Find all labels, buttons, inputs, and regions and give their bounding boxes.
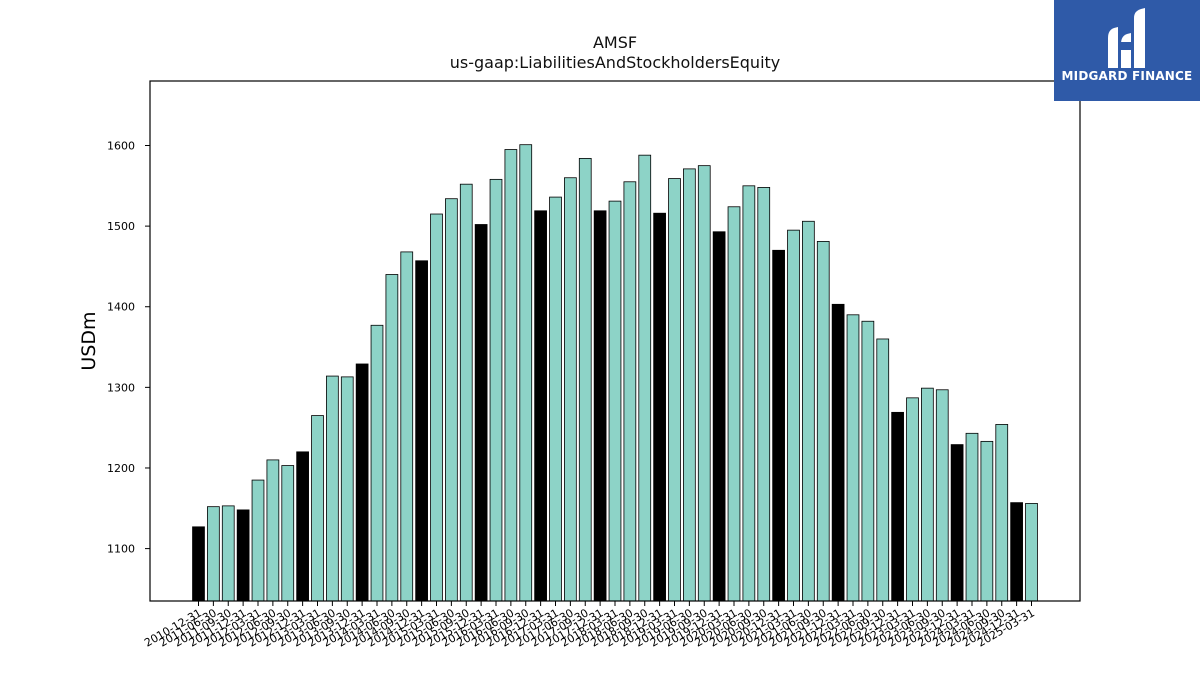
bar	[266, 459, 280, 602]
bar	[564, 177, 577, 602]
bar	[802, 220, 815, 602]
bar	[712, 231, 726, 602]
bar	[593, 210, 607, 602]
bar	[935, 389, 949, 602]
bar	[489, 178, 503, 602]
y-tick-label: 1600	[107, 139, 135, 152]
bar	[326, 375, 339, 602]
chart-title: AMSF	[592, 33, 638, 52]
bar	[980, 440, 994, 602]
bar	[757, 187, 771, 602]
bar	[311, 415, 324, 602]
chart-subtitle: us-gaap:LiabilitiesAndStockholdersEquity	[449, 53, 781, 72]
bar	[995, 424, 1009, 602]
bar	[251, 479, 265, 602]
bar	[683, 168, 696, 602]
bar	[638, 154, 652, 602]
bar	[385, 274, 399, 602]
y-tick-label: 1400	[107, 301, 135, 314]
bar	[430, 213, 443, 602]
bar	[534, 210, 547, 602]
y-tick-label: 1200	[107, 462, 135, 475]
bar	[846, 314, 860, 602]
bar	[668, 178, 681, 602]
bar	[192, 526, 205, 602]
bar	[415, 260, 428, 602]
bar	[296, 451, 309, 602]
bar	[445, 198, 458, 602]
bar	[727, 206, 741, 602]
bar	[1025, 503, 1038, 602]
bar	[340, 376, 354, 602]
bar	[950, 444, 964, 602]
bar	[906, 397, 919, 602]
brand-mark-icon	[1108, 8, 1145, 68]
bar	[742, 185, 756, 602]
y-tick-label: 1100	[107, 543, 135, 556]
bar	[1010, 502, 1023, 602]
y-tick-label: 1300	[107, 381, 135, 394]
bar	[221, 505, 235, 602]
brand-logo-text: MIDGARD FINANCE	[1061, 69, 1193, 83]
bar	[400, 251, 414, 602]
bar	[876, 338, 890, 602]
bar	[831, 303, 845, 602]
bar	[578, 157, 592, 602]
y-axis-label: USDm	[78, 311, 100, 370]
bar	[459, 183, 473, 602]
bar	[519, 144, 533, 602]
bar	[816, 241, 830, 602]
bar	[549, 196, 562, 602]
bar	[281, 465, 295, 602]
bar	[772, 249, 785, 602]
y-tick-label: 1500	[107, 220, 135, 233]
bar	[623, 181, 637, 602]
bar	[787, 229, 800, 602]
bar	[861, 320, 875, 602]
bar	[370, 324, 384, 602]
bar	[653, 212, 666, 602]
bar	[236, 509, 250, 602]
bar	[608, 200, 622, 602]
bar	[891, 411, 904, 602]
bar	[474, 224, 488, 602]
bar	[207, 506, 220, 602]
brand-logo: MIDGARD FINANCE	[1054, 0, 1200, 101]
bar	[965, 432, 979, 602]
bar	[921, 387, 934, 602]
bar	[355, 363, 369, 602]
bar	[697, 165, 711, 602]
bar	[504, 149, 518, 602]
